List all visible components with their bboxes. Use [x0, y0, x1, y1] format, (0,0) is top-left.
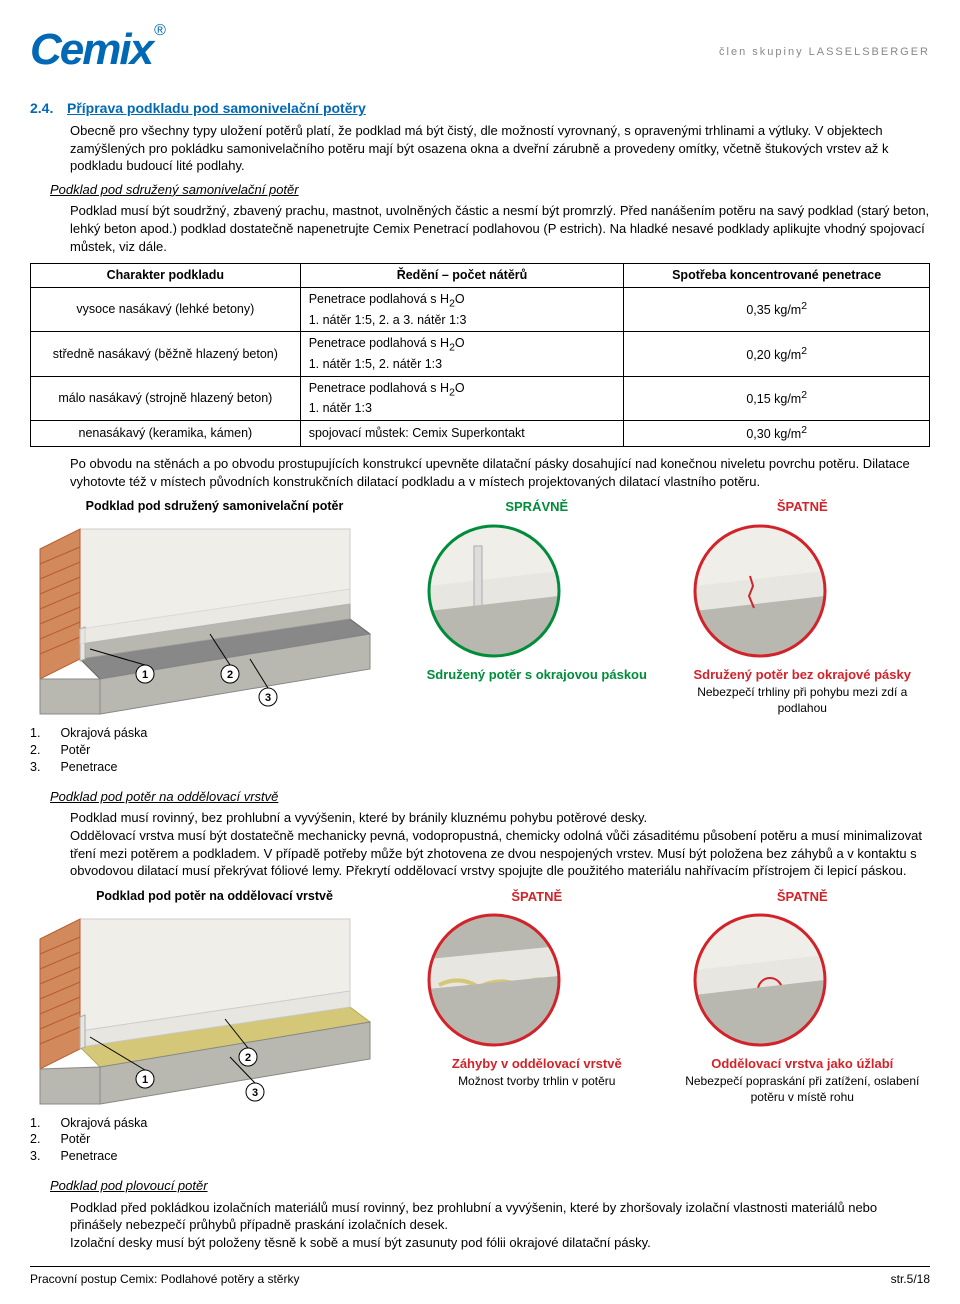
cap-correct-1: Sdružený potěr s okrajovou páskou — [409, 666, 664, 684]
section-heading: 2.4. Příprava podkladu pod samonivelační… — [30, 99, 930, 118]
table-row: nenasákavý (keramika, kámen) spojovací m… — [31, 421, 930, 447]
logo-reg: ® — [154, 20, 166, 42]
main-diagram-1: Podklad pod sdružený samonivelační potěr — [30, 498, 399, 776]
logo-text: Cemix — [30, 20, 152, 79]
cap-wrong-1-sub: Nebezpečí trhliny při pohybu mezi zdí a … — [675, 684, 930, 716]
th-consumption: Spotřeba koncentrované penetrace — [624, 264, 930, 288]
section-title: Příprava podkladu pod samonivelační potě… — [67, 100, 366, 116]
group-text: člen skupiny LASSELSBERGER — [719, 45, 930, 60]
circle-wrong-2b: ŠPATNĚ Oddělovací vrstva jako úžlabí Neb… — [675, 888, 930, 1105]
after-table-paragraph: Po obvodu na stěnách a po obvodu prostup… — [70, 455, 930, 490]
diagram-2-row: Podklad pod potěr na oddělovací vrstvě 1… — [30, 888, 930, 1166]
legend-2: 1.Okrajová páska 2.Potěr 3.Penetrace — [30, 1115, 399, 1166]
sub3-title: Podklad pod plovoucí potěr — [50, 1177, 930, 1195]
table-row: málo nasákavý (strojně hlazený beton) Pe… — [31, 376, 930, 420]
svg-text:2: 2 — [245, 1052, 251, 1064]
svg-text:3: 3 — [265, 692, 271, 704]
legend-1: 1.Okrajová páska 2.Potěr 3.Penetrace — [30, 725, 399, 776]
svg-text:1: 1 — [142, 669, 148, 681]
svg-text:1: 1 — [142, 1074, 148, 1086]
penetration-table: Charakter podkladu Ředění – počet nátěrů… — [30, 263, 930, 447]
sub1-paragraph: Podklad musí být soudržný, zbavený prach… — [70, 202, 930, 255]
circle-wrong-1: ŠPATNĚ Sdružený potěr bez okrajové pásky… — [675, 498, 930, 715]
svg-text:2: 2 — [227, 669, 233, 681]
detail-circle-wrong-2b — [675, 905, 845, 1055]
sub3-paragraph: Podklad před pokládkou izolačních materi… — [70, 1199, 930, 1252]
detail-circle-wrong-1 — [675, 516, 845, 666]
detail-circle-wrong-2a — [409, 905, 579, 1055]
diagram-1-row: Podklad pod sdružený samonivelační potěr — [30, 498, 930, 776]
diagram-1-title: Podklad pod sdružený samonivelační potěr — [30, 498, 399, 515]
cap-wrong-2b: Oddělovací vrstva jako úžlabí — [675, 1055, 930, 1073]
sub2-title: Podklad pod potěr na oddělovací vrstvě — [50, 788, 930, 806]
table-row: vysoce nasákavý (lehké betony) Penetrace… — [31, 287, 930, 331]
cap-wrong-2a: Záhyby v oddělovací vrstvě — [409, 1055, 664, 1073]
cap-wrong-1: Sdružený potěr bez okrajové pásky — [675, 666, 930, 684]
table-row: středně nasákavý (běžně hlazený beton) P… — [31, 332, 930, 376]
page-footer: Pracovní postup Cemix: Podlahové potěry … — [30, 1266, 930, 1287]
page-header: Cemix ® člen skupiny LASSELSBERGER — [30, 20, 930, 79]
logo: Cemix ® — [30, 20, 166, 79]
section-number: 2.4. — [30, 99, 53, 118]
th-character: Charakter podkladu — [31, 264, 301, 288]
sub1-title: Podklad pod sdružený samonivelační potěr — [50, 181, 930, 199]
floor-diagram-1: 1 2 3 — [30, 519, 390, 719]
circle-wrong-2a: ŠPATNĚ Záhyby v oddělovací vrstvě Možnos… — [409, 888, 664, 1089]
sub2-paragraph: Podklad musí rovinný, bez prohlubní a vy… — [70, 809, 930, 879]
footer-right: str.5/18 — [891, 1271, 930, 1287]
cap-wrong-2b-sub: Nebezpečí popraskání při zatížení, oslab… — [675, 1073, 930, 1105]
cap-wrong-2a-sub: Možnost tvorby trhlin v potěru — [409, 1073, 664, 1089]
detail-circle-correct-1 — [409, 516, 579, 666]
main-diagram-2: Podklad pod potěr na oddělovací vrstvě 1… — [30, 888, 399, 1166]
floor-diagram-2: 1 2 3 — [30, 909, 390, 1109]
diagram-2-title: Podklad pod potěr na oddělovací vrstvě — [30, 888, 399, 905]
intro-paragraph: Obecně pro všechny typy uložení potěrů p… — [70, 122, 930, 175]
svg-text:3: 3 — [252, 1087, 258, 1099]
th-dilution: Ředění – počet nátěrů — [300, 264, 624, 288]
circle-correct-1: SPRÁVNĚ Sdružený potěr s okrajovou pásko… — [409, 498, 664, 683]
footer-left: Pracovní postup Cemix: Podlahové potěry … — [30, 1271, 299, 1287]
